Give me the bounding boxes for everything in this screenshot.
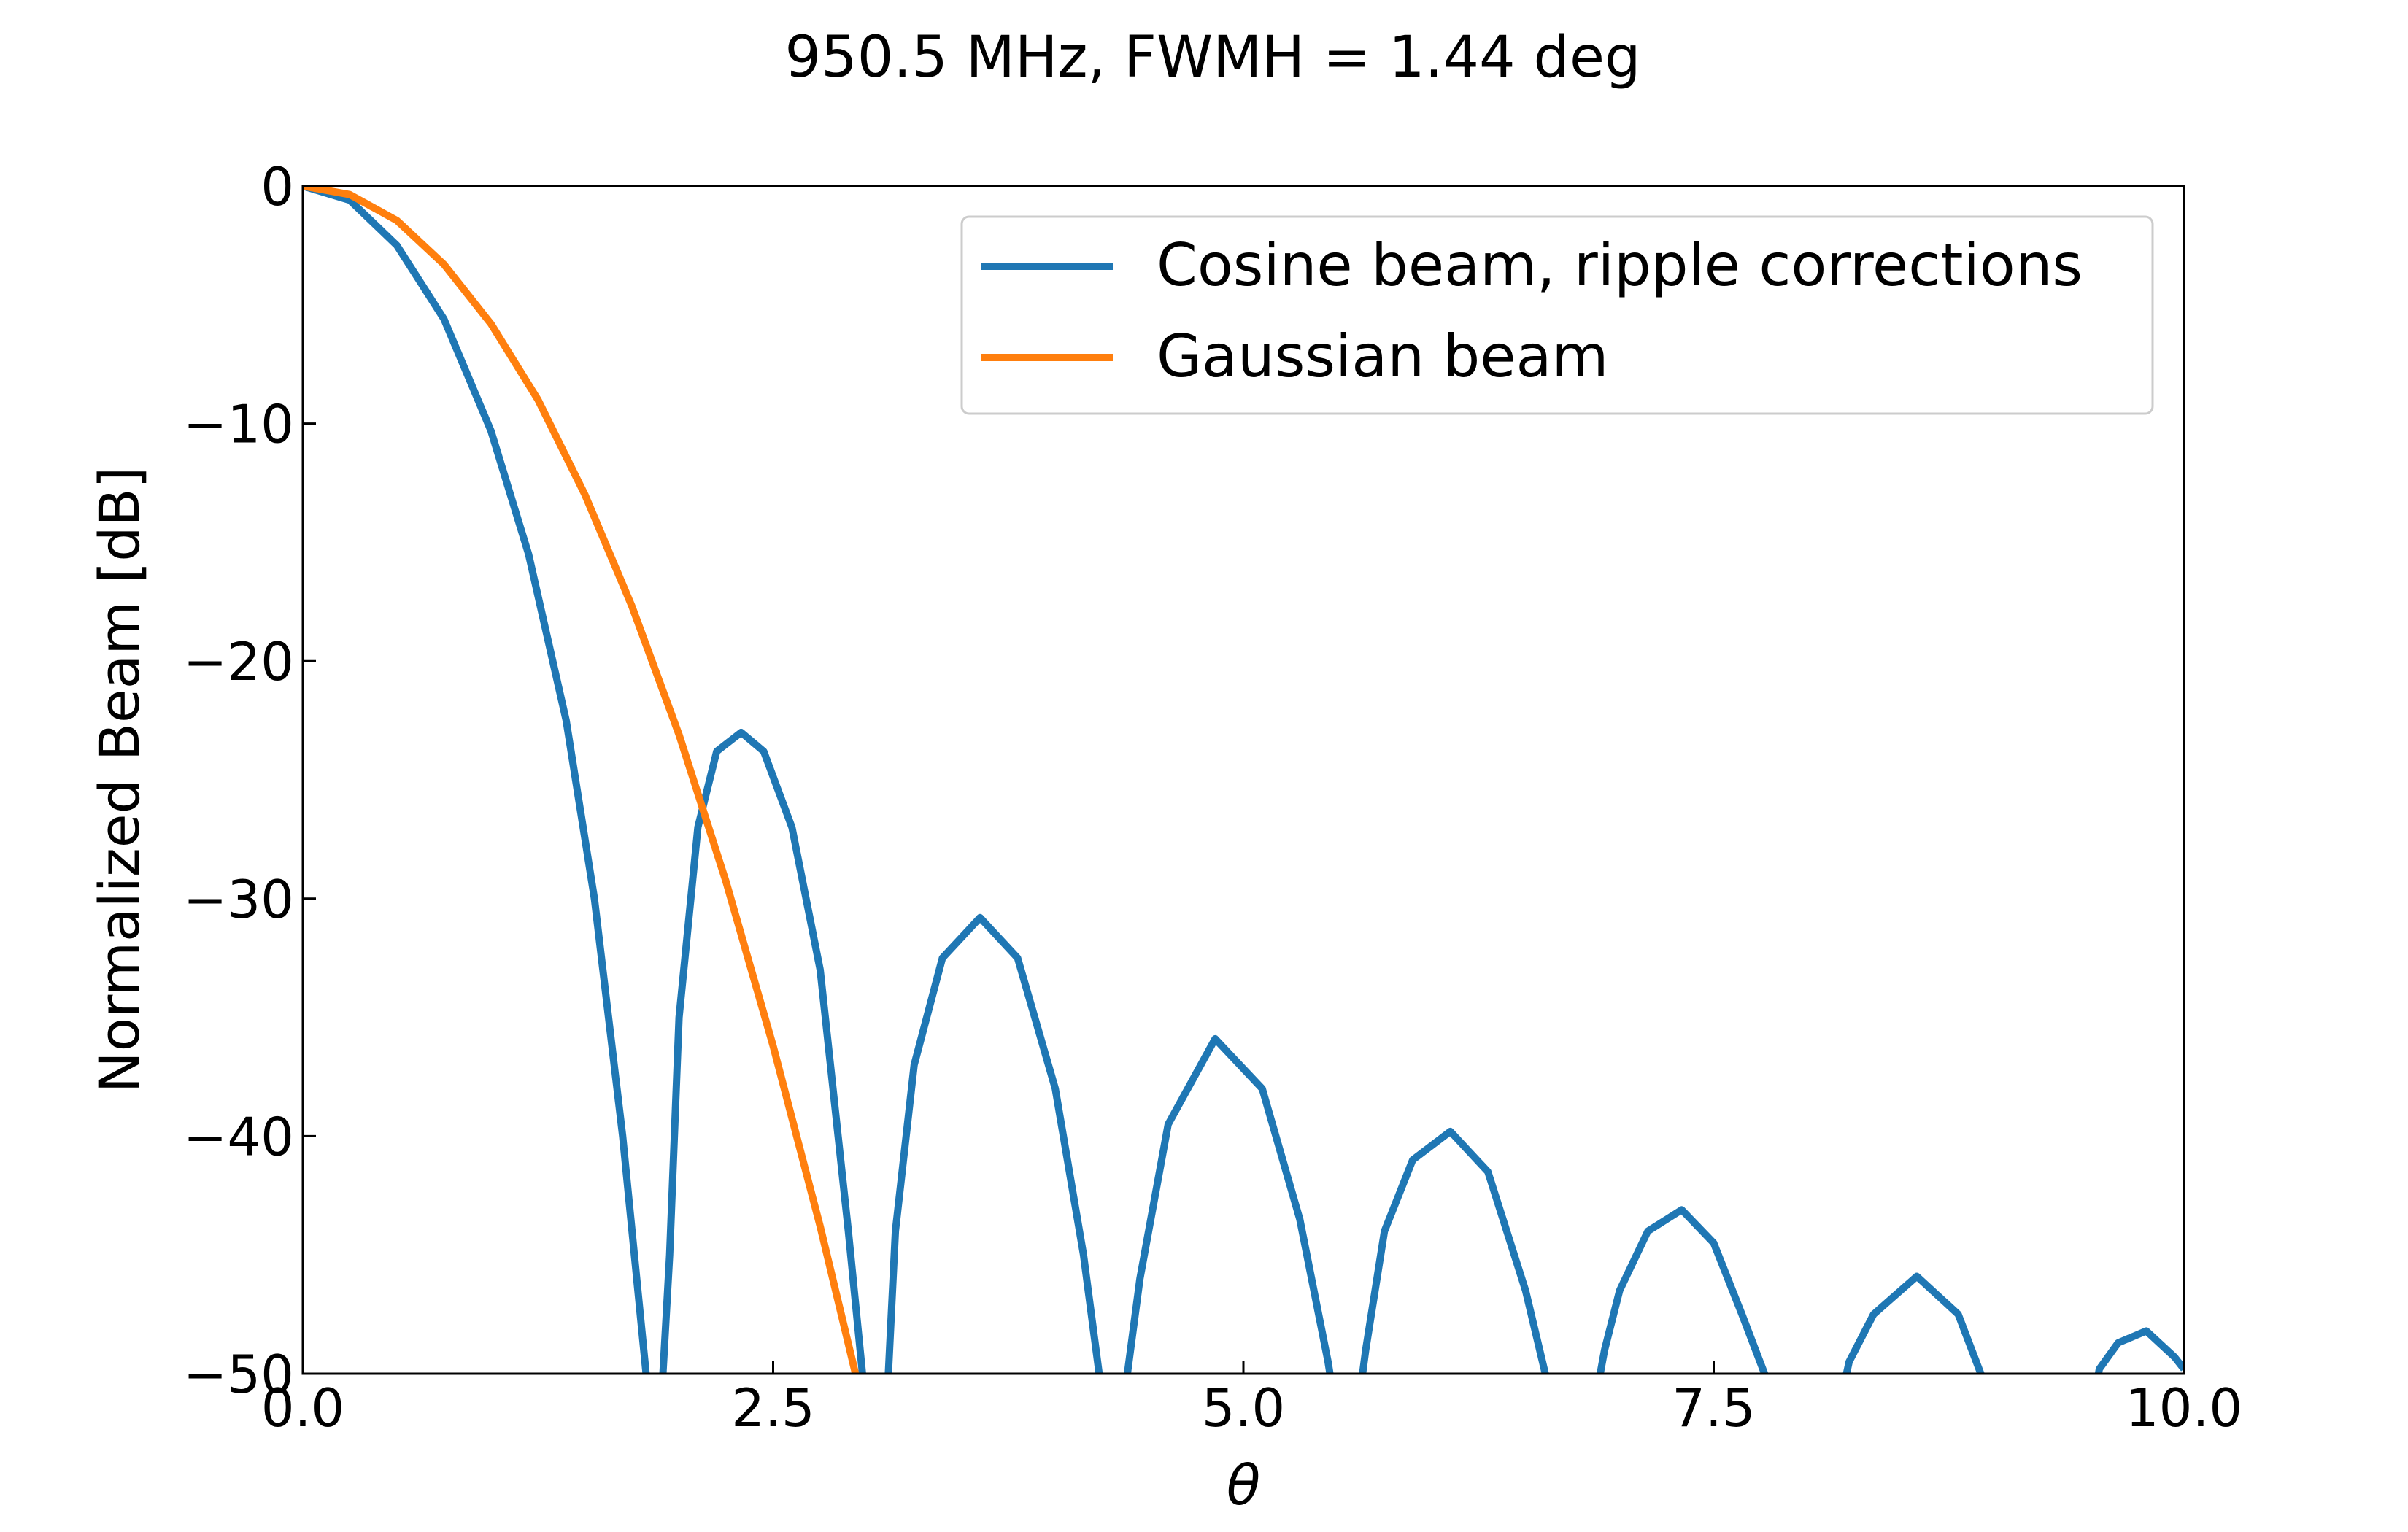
y-tick-label: −10 (183, 394, 294, 455)
y-tick-label: −40 (183, 1106, 294, 1167)
x-tick-label: 7.5 (1672, 1377, 1756, 1439)
y-tick-label: 0 (261, 156, 294, 217)
x-tick-label: 5.0 (1202, 1377, 1286, 1439)
chart-title: 950.5 MHz, FWMH = 1.44 deg (785, 25, 1641, 90)
x-axis: 0.0 2.5 5.0 7.5 10.0 (261, 1361, 2242, 1439)
x-tick-label: 10.0 (2126, 1377, 2242, 1439)
y-axis-label: Normalized Beam [dB] (87, 467, 152, 1094)
x-tick-label: 2.5 (731, 1377, 815, 1439)
x-tick-label: 0.0 (261, 1377, 345, 1439)
legend-label-cosine: Cosine beam, ripple corrections (1157, 231, 2083, 299)
series-line-0 (303, 186, 2184, 1374)
y-tick-label: −20 (183, 631, 294, 692)
y-tick-label: −50 (183, 1344, 294, 1405)
legend-label-gaussian: Gaussian beam (1157, 322, 1608, 390)
series-group (303, 186, 2184, 1374)
legend-box (960, 215, 2154, 415)
y-tick-label: −30 (183, 869, 294, 930)
x-axis-label: θ (1227, 1452, 1261, 1517)
series-line-1 (303, 186, 860, 1374)
legend: Cosine beam, ripple corrections Gaussian… (960, 215, 2154, 415)
y-axis: 0 −10 −20 −30 −40 −50 (183, 156, 316, 1405)
